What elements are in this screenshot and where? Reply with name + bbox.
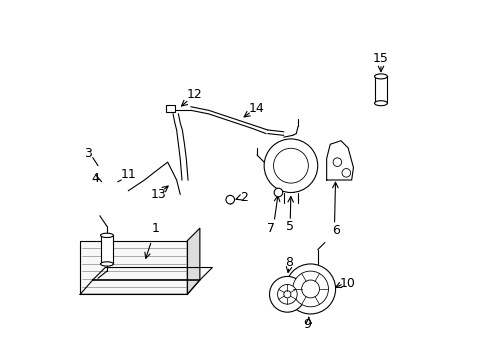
Circle shape [283, 291, 290, 298]
Circle shape [225, 195, 234, 204]
Text: 15: 15 [372, 52, 388, 65]
Text: 11: 11 [120, 168, 136, 181]
Bar [101, 235, 113, 264]
Circle shape [273, 148, 308, 183]
Polygon shape [326, 141, 353, 180]
Bar [165, 105, 175, 112]
Circle shape [285, 264, 335, 314]
Text: 1: 1 [151, 222, 159, 235]
Circle shape [269, 276, 305, 312]
Text: 8: 8 [285, 256, 292, 269]
Circle shape [274, 188, 282, 197]
Circle shape [264, 139, 317, 193]
Text: 14: 14 [248, 102, 264, 115]
Circle shape [332, 158, 341, 166]
Bar [374, 76, 386, 103]
Circle shape [277, 284, 297, 304]
Text: 7: 7 [267, 222, 275, 235]
Circle shape [292, 271, 328, 307]
Polygon shape [80, 280, 200, 294]
Ellipse shape [374, 101, 386, 106]
Text: 2: 2 [240, 192, 248, 204]
Text: 12: 12 [186, 88, 202, 101]
Circle shape [301, 280, 319, 298]
Polygon shape [187, 228, 200, 294]
Text: 10: 10 [340, 277, 355, 290]
Ellipse shape [101, 233, 113, 238]
Text: 5: 5 [285, 220, 294, 233]
Text: 3: 3 [84, 147, 92, 160]
Ellipse shape [101, 262, 113, 266]
Text: 13: 13 [151, 188, 166, 201]
Text: 4: 4 [91, 172, 99, 185]
Text: 9: 9 [303, 318, 310, 331]
Text: 6: 6 [331, 224, 339, 237]
Ellipse shape [374, 74, 386, 79]
Polygon shape [93, 267, 212, 280]
Polygon shape [80, 241, 187, 294]
Circle shape [341, 168, 350, 177]
